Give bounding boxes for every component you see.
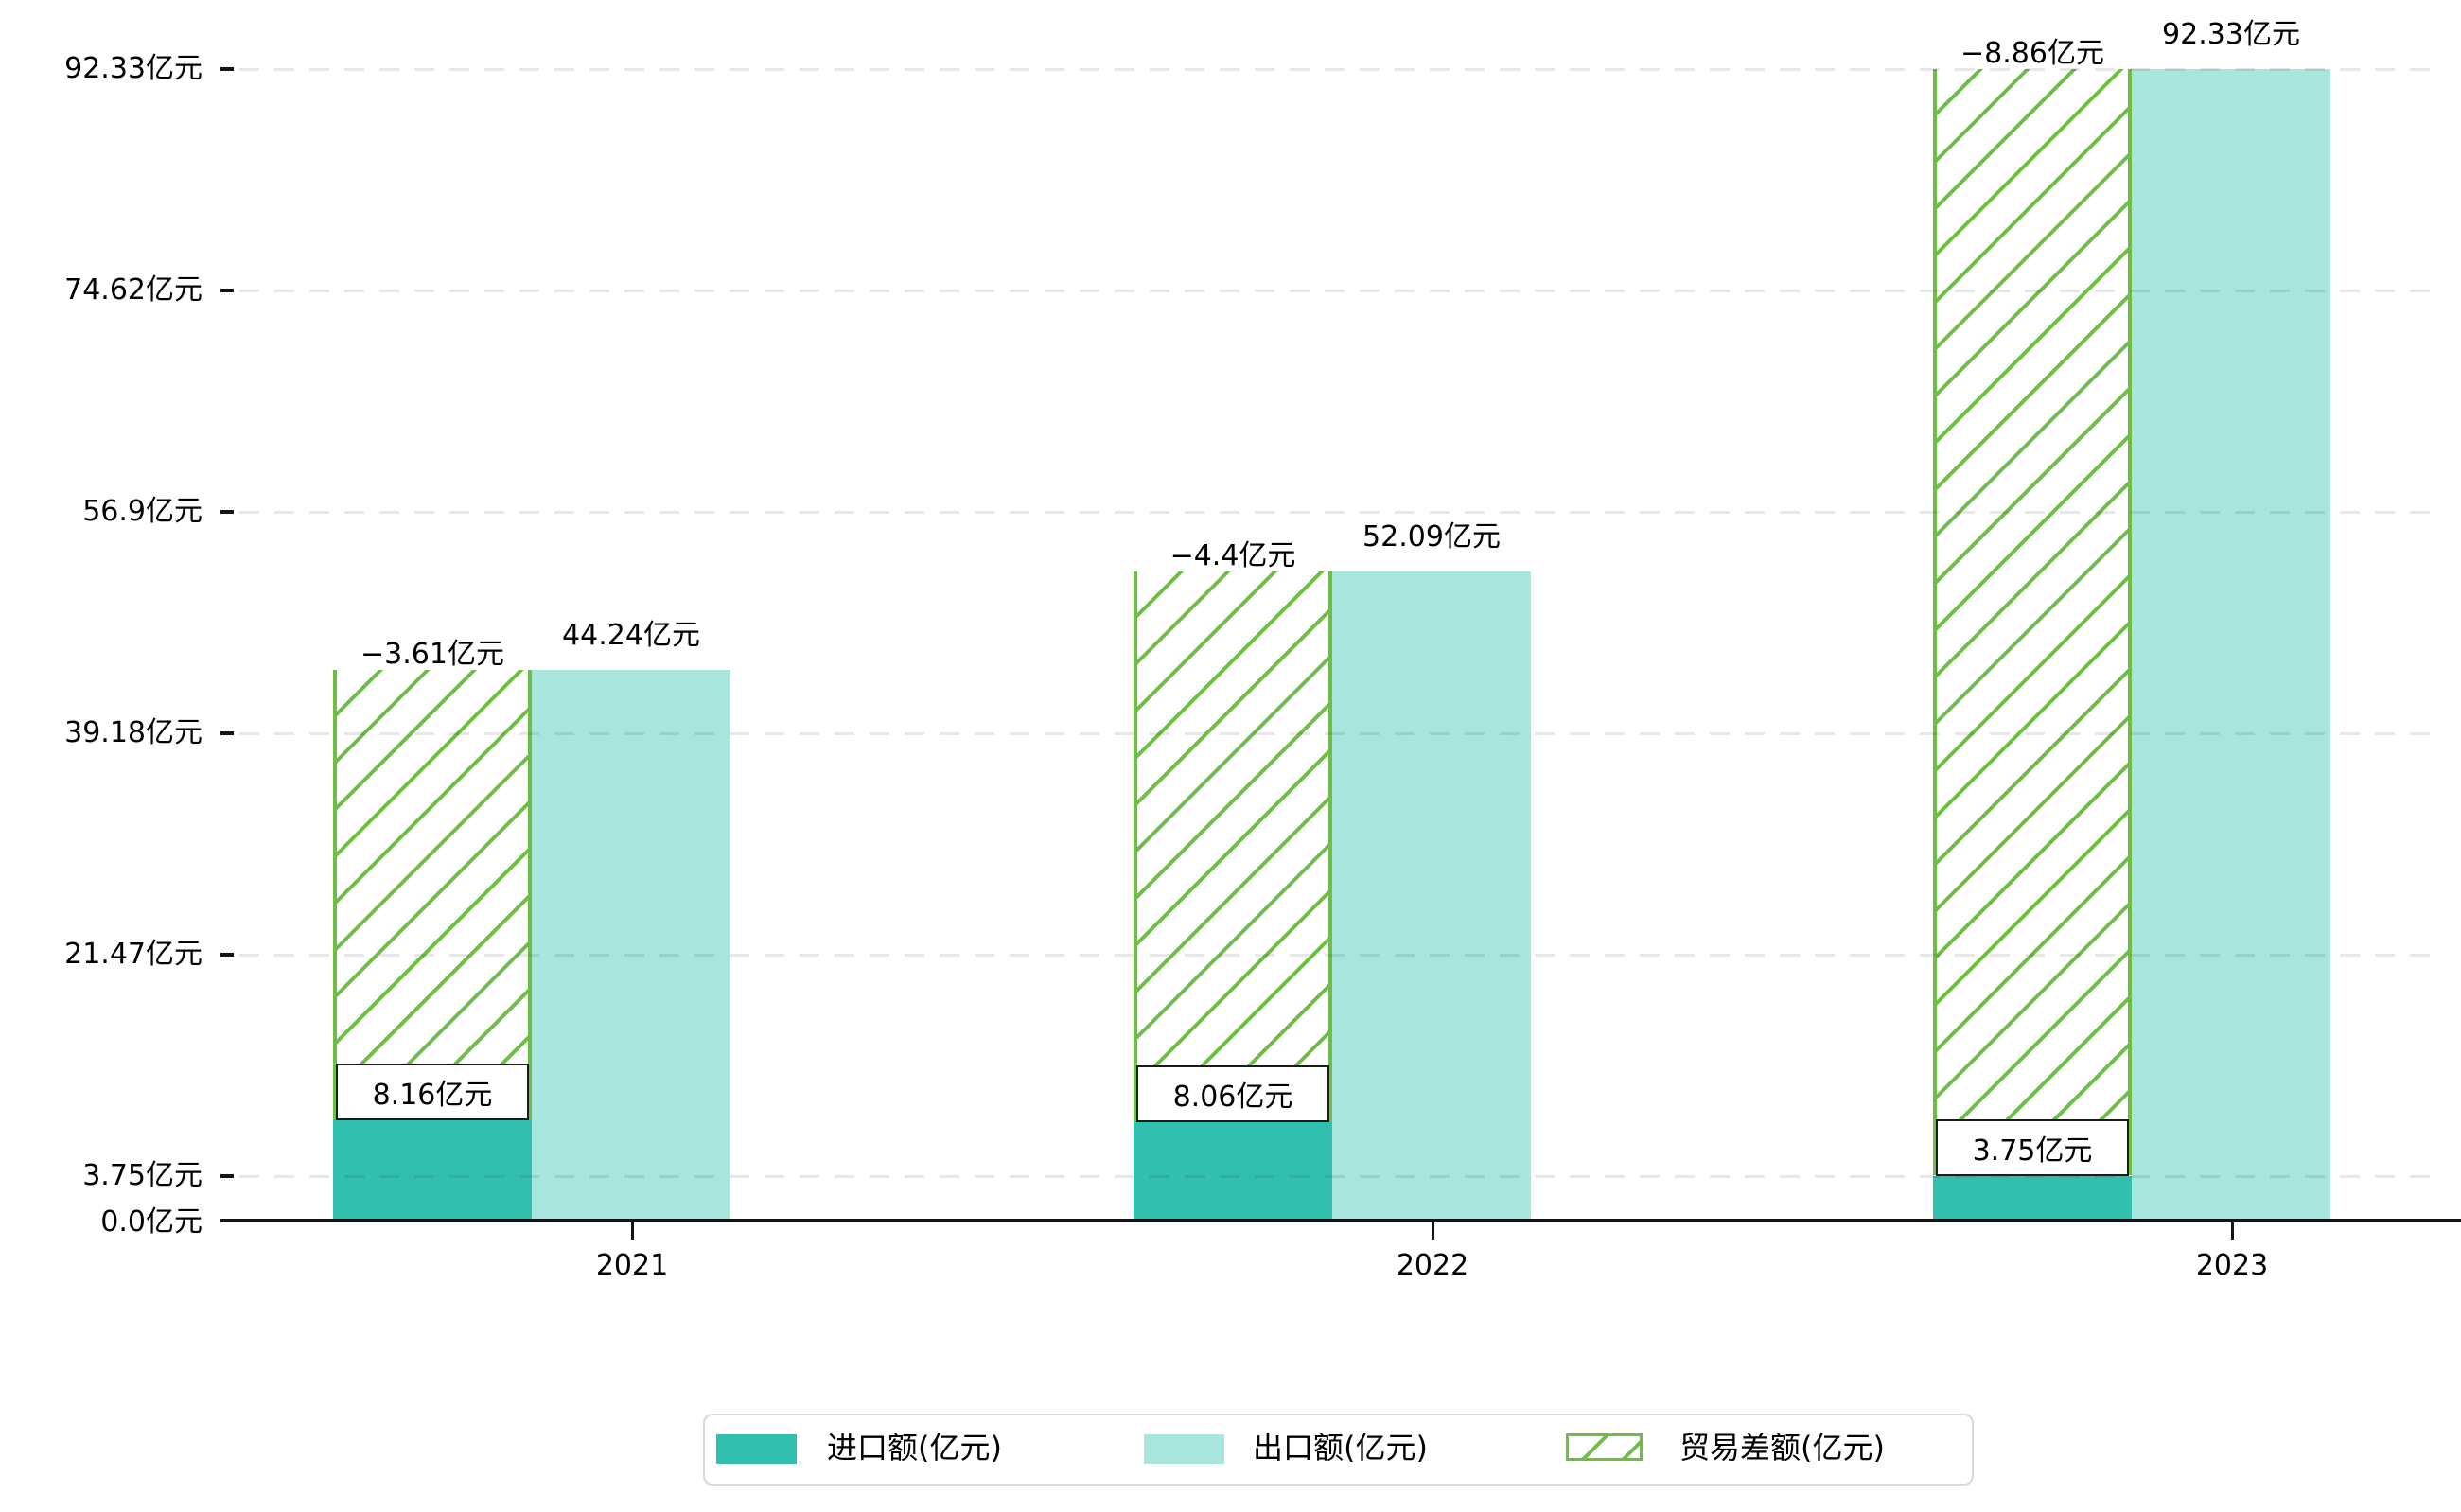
y-axis-tick-label: 39.18亿元	[64, 715, 202, 749]
y-axis-tick-label: 92.33亿元	[64, 52, 202, 86]
grid-line	[239, 290, 2441, 293]
trade-balance-value-label: −8.86亿元	[1960, 37, 2104, 71]
grid-line	[239, 1174, 2441, 1178]
x-axis-category-label: 2021	[595, 1249, 669, 1282]
import-value-label-box: 8.16亿元	[336, 1064, 529, 1121]
trade-balance-hatch-bar[interactable]	[1134, 571, 1332, 1122]
y-axis-tick-mark	[220, 289, 234, 293]
export-value-label: 52.09亿元	[1362, 520, 1501, 554]
y-axis-tick-mark	[220, 67, 234, 72]
legend: 进口额(亿元) 出口额(亿元) 贸易差额(亿元)	[703, 1414, 1974, 1486]
import-legend-swatch	[716, 1434, 797, 1464]
grid-line	[239, 68, 2441, 72]
grid-line	[239, 731, 2441, 735]
y-axis-tick-label: 0.0亿元	[100, 1205, 202, 1239]
import-bar[interactable]	[1933, 1175, 2132, 1222]
y-axis-tick-mark	[220, 952, 234, 957]
export-legend-swatch	[1144, 1434, 1224, 1464]
export-legend-label: 出口额(亿元)	[1253, 1430, 1428, 1466]
y-axis-tick-mark	[220, 730, 234, 735]
x-axis-category-label: 2022	[1396, 1249, 1469, 1282]
y-axis-tick-mark	[220, 509, 234, 514]
x-axis-category-label: 2023	[2195, 1249, 2269, 1282]
import-legend-label: 进口额(亿元)	[827, 1430, 1002, 1466]
export-bar[interactable]	[2132, 69, 2330, 1222]
y-axis-tick-label: 3.75亿元	[82, 1158, 202, 1192]
y-axis-tick-label: 56.9亿元	[82, 494, 202, 528]
export-value-label: 44.24亿元	[562, 619, 700, 653]
grid-line	[239, 510, 2441, 514]
y-axis-tick-label: 74.62亿元	[64, 273, 202, 308]
y-axis-tick-mark	[220, 1173, 234, 1178]
trade-balance-value-label: −3.61亿元	[360, 638, 504, 672]
grid-line	[239, 953, 2441, 957]
trade-balance-value-label: −4.4亿元	[1169, 539, 1296, 573]
export-bar[interactable]	[532, 670, 730, 1222]
y-axis-tick-label: 21.47亿元	[64, 937, 202, 971]
trade-balance-hatch-bar[interactable]	[333, 670, 532, 1121]
import-bar[interactable]	[1134, 1121, 1332, 1222]
export-value-label: 92.33亿元	[2162, 18, 2300, 52]
trade-balance-legend-label: 贸易差额(亿元)	[1679, 1430, 1885, 1466]
x-axis-tick-mark	[1432, 1222, 1434, 1240]
x-axis-tick-mark	[631, 1222, 634, 1240]
x-axis-tick-mark	[2231, 1222, 2234, 1240]
import-value-label-box: 8.06亿元	[1136, 1064, 1329, 1122]
import-bar[interactable]	[333, 1120, 532, 1222]
trade-balance-legend-swatch	[1566, 1433, 1643, 1461]
export-bar[interactable]	[1332, 571, 1531, 1222]
trade-balance-hatch-bar[interactable]	[1933, 69, 2132, 1176]
x-axis-line	[220, 1219, 2461, 1222]
import-value-label-box: 3.75亿元	[1936, 1118, 2129, 1176]
